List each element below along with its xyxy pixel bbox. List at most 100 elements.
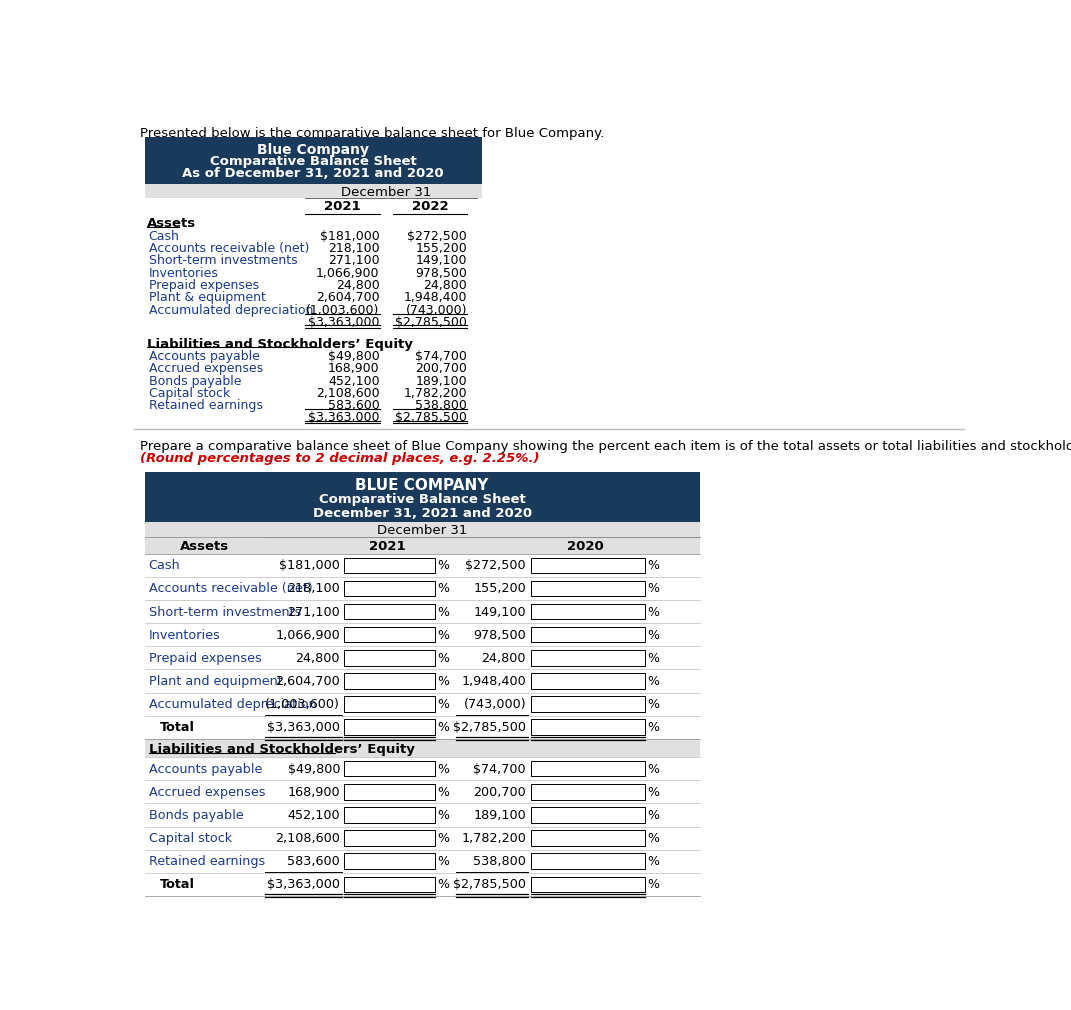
Bar <box>530 719 646 735</box>
Text: 452,100: 452,100 <box>328 375 379 388</box>
Text: 2021: 2021 <box>369 540 406 553</box>
Text: $49,800: $49,800 <box>328 349 379 363</box>
Bar <box>530 604 646 619</box>
Text: 24,800: 24,800 <box>296 651 340 665</box>
Text: 538,800: 538,800 <box>416 399 467 412</box>
Text: $74,700: $74,700 <box>416 349 467 363</box>
Text: 1,948,400: 1,948,400 <box>462 675 526 688</box>
Text: 2020: 2020 <box>568 540 604 553</box>
Text: Capital stock: Capital stock <box>149 387 230 400</box>
Text: December 31, 2021 and 2020: December 31, 2021 and 2020 <box>313 507 531 520</box>
Bar <box>344 807 435 823</box>
Bar <box>344 581 435 596</box>
Bar <box>145 553 699 577</box>
Text: %: % <box>437 855 449 868</box>
Text: 583,600: 583,600 <box>287 855 340 868</box>
Bar <box>145 716 699 738</box>
Bar <box>344 558 435 574</box>
Text: 24,800: 24,800 <box>336 279 379 292</box>
Bar <box>344 719 435 735</box>
Text: %: % <box>437 675 449 688</box>
Bar <box>344 674 435 689</box>
Bar <box>530 581 646 596</box>
Bar <box>344 696 435 712</box>
Bar <box>145 473 699 521</box>
Text: Retained earnings: Retained earnings <box>149 855 265 868</box>
Bar <box>344 627 435 642</box>
Bar <box>344 604 435 619</box>
Text: %: % <box>437 651 449 665</box>
Text: Accrued expenses: Accrued expenses <box>149 363 262 375</box>
Text: 24,800: 24,800 <box>482 651 526 665</box>
Text: 1,948,400: 1,948,400 <box>404 291 467 304</box>
Text: 2,604,700: 2,604,700 <box>316 291 379 304</box>
Text: %: % <box>647 878 659 891</box>
Text: Accumulated depreciation: Accumulated depreciation <box>149 698 316 711</box>
Bar <box>145 537 699 553</box>
Text: $74,700: $74,700 <box>473 763 526 776</box>
Bar <box>530 674 646 689</box>
Text: 978,500: 978,500 <box>416 267 467 280</box>
Text: (1,003,600): (1,003,600) <box>266 698 340 711</box>
Text: $2,785,500: $2,785,500 <box>395 411 467 424</box>
Text: 149,100: 149,100 <box>473 606 526 618</box>
Text: %: % <box>647 698 659 711</box>
Bar <box>344 853 435 869</box>
Text: %: % <box>647 855 659 868</box>
Text: %: % <box>647 786 659 799</box>
Text: Assets: Assets <box>180 540 229 553</box>
Text: %: % <box>647 651 659 665</box>
Bar <box>145 600 699 623</box>
Bar <box>145 185 482 198</box>
Bar <box>530 627 646 642</box>
Bar <box>344 762 435 777</box>
Text: $2,785,500: $2,785,500 <box>395 316 467 329</box>
Bar <box>530 650 646 666</box>
Text: %: % <box>437 628 449 641</box>
Text: 2022: 2022 <box>411 200 449 213</box>
Bar <box>530 784 646 800</box>
Text: %: % <box>647 809 659 822</box>
Text: %: % <box>647 763 659 776</box>
Text: December 31: December 31 <box>377 524 467 537</box>
Text: $49,800: $49,800 <box>287 763 340 776</box>
Text: %: % <box>437 606 449 618</box>
Text: Bonds payable: Bonds payable <box>149 809 243 822</box>
Bar <box>145 646 699 670</box>
Bar <box>530 807 646 823</box>
Text: 1,066,900: 1,066,900 <box>275 628 340 641</box>
Text: %: % <box>647 560 659 573</box>
Text: 1,782,200: 1,782,200 <box>404 387 467 400</box>
Text: %: % <box>437 878 449 891</box>
Text: 155,200: 155,200 <box>416 242 467 256</box>
Text: 271,100: 271,100 <box>328 255 379 268</box>
Bar <box>145 849 699 873</box>
Bar <box>145 758 699 781</box>
Text: December 31: December 31 <box>341 186 432 199</box>
Text: %: % <box>437 583 449 596</box>
Text: Accounts receivable (net): Accounts receivable (net) <box>149 242 308 256</box>
Bar <box>344 650 435 666</box>
Bar <box>530 696 646 712</box>
Text: 149,100: 149,100 <box>416 255 467 268</box>
Text: 1,066,900: 1,066,900 <box>316 267 379 280</box>
Text: $181,000: $181,000 <box>320 229 379 242</box>
Bar <box>344 877 435 892</box>
Bar <box>145 693 699 716</box>
Text: Accounts payable: Accounts payable <box>149 763 262 776</box>
Text: Plant & equipment: Plant & equipment <box>149 291 266 304</box>
Text: $272,500: $272,500 <box>466 560 526 573</box>
Text: 1,782,200: 1,782,200 <box>462 832 526 845</box>
Text: Retained earnings: Retained earnings <box>149 399 262 412</box>
Text: $272,500: $272,500 <box>407 229 467 242</box>
Text: (743,000): (743,000) <box>464 698 526 711</box>
Text: 200,700: 200,700 <box>473 786 526 799</box>
Text: Total: Total <box>161 721 195 734</box>
Text: %: % <box>647 675 659 688</box>
Bar <box>530 853 646 869</box>
Text: %: % <box>647 832 659 845</box>
Bar <box>145 521 699 537</box>
Text: Cash: Cash <box>149 229 180 242</box>
Bar <box>145 623 699 646</box>
Text: %: % <box>647 606 659 618</box>
